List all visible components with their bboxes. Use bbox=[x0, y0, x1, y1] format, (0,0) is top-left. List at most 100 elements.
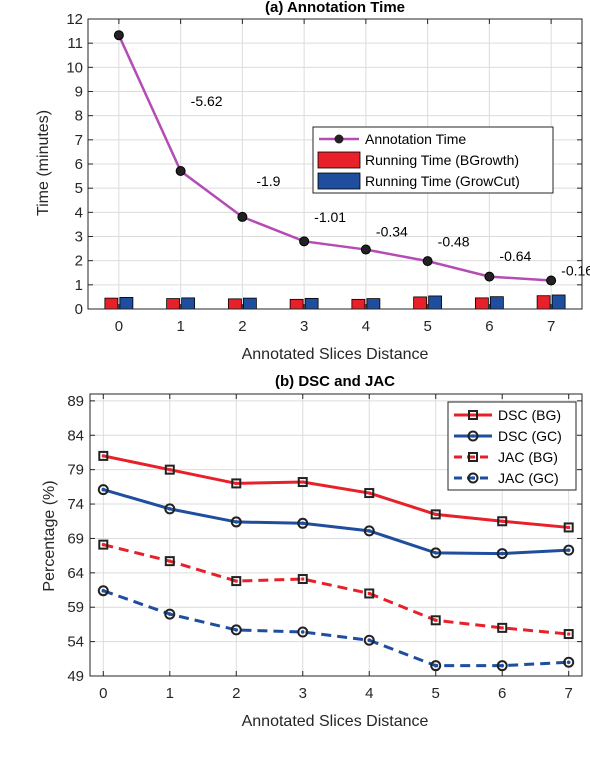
chart-b-point bbox=[496, 660, 508, 672]
chart-b-point bbox=[230, 624, 242, 636]
chart-a-bar bbox=[304, 297, 319, 310]
chart-b-xtick-label: 1 bbox=[166, 685, 174, 702]
chart-b-point-core bbox=[234, 520, 239, 524]
chart-a-legend-swatch bbox=[317, 172, 361, 190]
chart-b-title: (b) DSC and JAC bbox=[275, 373, 395, 390]
chart-b-lines bbox=[97, 450, 575, 672]
chart-a-annotation: -0.48 bbox=[438, 233, 470, 249]
chart-b-point-core bbox=[234, 628, 239, 632]
chart-a-ytick-label: 5 bbox=[75, 180, 83, 197]
chart-b-point bbox=[164, 503, 176, 515]
chart-b-point bbox=[563, 656, 575, 668]
chart-b-point bbox=[496, 548, 508, 560]
chart-a-ytick-label: 7 bbox=[75, 132, 83, 149]
chart-a-bar bbox=[489, 296, 504, 310]
chart-b-point bbox=[364, 488, 375, 499]
chart-a-bar bbox=[428, 295, 443, 310]
chart-a-legend-label: Running Time (BGrowth) bbox=[365, 152, 519, 168]
chart-a-bar bbox=[551, 294, 566, 310]
chart-a-bar bbox=[242, 297, 257, 310]
chart-b-ytick-label: 69 bbox=[67, 530, 84, 547]
chart-b-xtick-label: 5 bbox=[432, 685, 440, 702]
chart-a-legend: Annotation Time Running Time (BGrowth) Run… bbox=[312, 126, 554, 194]
chart-a-bar bbox=[289, 298, 304, 310]
chart-b-legend-label: JAC (BG) bbox=[498, 449, 558, 465]
chart-a-point bbox=[546, 275, 557, 286]
chart-a-annotation: -1.9 bbox=[256, 173, 280, 189]
chart-b-xtick-label: 6 bbox=[498, 685, 506, 702]
chart-b-point-core bbox=[167, 612, 172, 616]
chart-b-legend-marker bbox=[468, 410, 478, 420]
chart-a-bar bbox=[413, 296, 428, 310]
chart-b-point bbox=[363, 634, 375, 646]
chart-b-legend-marker-core bbox=[471, 476, 475, 480]
chart-a-annotations: -5.62 -1.9 -1.01 -0.34 -0.48 -0.64 -0.16 bbox=[191, 93, 590, 278]
chart-a-xlabel: Annotated Slices Distance bbox=[242, 346, 429, 363]
chart-a-ytick-label: 11 bbox=[67, 35, 83, 52]
chart-b-point bbox=[563, 629, 574, 640]
chart-b-point-core bbox=[301, 577, 305, 581]
chart-a-annotation: -5.62 bbox=[191, 93, 223, 109]
chart-b-point bbox=[98, 450, 109, 461]
chart-b-series-line bbox=[102, 589, 569, 668]
chart-a-ytick-label: 1 bbox=[75, 277, 83, 294]
chart-a-bar bbox=[474, 297, 489, 310]
chart-b-point bbox=[297, 517, 309, 529]
chart-b-point bbox=[98, 539, 109, 550]
chart-b-xtick-label: 7 bbox=[565, 685, 573, 702]
chart-b-ytick-label: 59 bbox=[67, 599, 84, 616]
chart-b-xtick-label: 3 bbox=[299, 685, 307, 702]
chart-b-ytick-label: 89 bbox=[67, 393, 84, 410]
chart-b-legend-marker bbox=[467, 472, 479, 484]
chart-a-annotation: -1.01 bbox=[314, 209, 346, 225]
chart-b-point-core bbox=[367, 529, 372, 533]
chart-a-point bbox=[360, 244, 371, 255]
chart-b-point bbox=[231, 576, 242, 587]
chart-b-point bbox=[563, 522, 574, 533]
chart-b-series-line bbox=[102, 454, 569, 529]
chart-b-point bbox=[97, 585, 109, 597]
chart-b-legend-marker bbox=[468, 452, 478, 462]
chart-a-point bbox=[237, 211, 248, 222]
chart-b-point-core bbox=[300, 521, 305, 526]
chart-b-point-core bbox=[367, 591, 371, 595]
chart-b-ytick-label: 84 bbox=[67, 427, 84, 444]
chart-a-xtick-label: 4 bbox=[362, 318, 370, 335]
chart-a-ytick-label: 12 bbox=[66, 11, 83, 28]
chart-b-point-core bbox=[567, 525, 571, 529]
chart-b-point bbox=[497, 622, 508, 633]
chart-a-legend-label: Annotation Time bbox=[365, 131, 466, 147]
chart-a-xtick-label: 2 bbox=[238, 318, 246, 335]
chart-b-point-core bbox=[101, 588, 106, 593]
chart-b-point-core bbox=[367, 638, 372, 643]
chart-a-xtick-label: 5 bbox=[423, 318, 431, 335]
chart-a-legend-label: Running Time (GrowCut) bbox=[365, 173, 520, 189]
chart-a-bar bbox=[227, 298, 242, 310]
chart-b-xtick-label: 4 bbox=[365, 685, 373, 702]
chart-a-ytick-label: 6 bbox=[75, 156, 83, 173]
chart-b-axes-box bbox=[89, 393, 583, 677]
chart-a-bar bbox=[351, 298, 366, 310]
chart-a-bar bbox=[166, 298, 181, 310]
chart-a-point bbox=[299, 236, 310, 247]
chart-b-point bbox=[430, 660, 442, 672]
chart-a-title: (a) Annotation Time bbox=[265, 0, 405, 16]
chart-b-ytick-label: 79 bbox=[67, 462, 84, 479]
chart-a-bar bbox=[366, 298, 381, 310]
chart-a-ytick-label: 3 bbox=[75, 229, 83, 246]
chart-b-point bbox=[164, 464, 175, 475]
chart-a-legend-swatch bbox=[317, 151, 361, 169]
chart-b-point-core bbox=[434, 618, 438, 622]
chart-a-ytick-label: 4 bbox=[75, 204, 83, 221]
chart-b-ytick-label: 49 bbox=[67, 668, 84, 685]
chart-b-ytick-label: 64 bbox=[67, 565, 84, 582]
chart-b-legend-label: JAC (GC) bbox=[498, 470, 559, 486]
chart-b-ytick-label: 74 bbox=[67, 496, 84, 513]
chart-b-point-core bbox=[167, 507, 172, 511]
chart-b-point bbox=[230, 516, 242, 528]
chart-a-line bbox=[113, 30, 557, 286]
chart-a-ytick-label: 0 bbox=[75, 301, 83, 318]
chart-a-ytick-label: 8 bbox=[75, 108, 83, 125]
chart-a-bars bbox=[104, 294, 566, 310]
